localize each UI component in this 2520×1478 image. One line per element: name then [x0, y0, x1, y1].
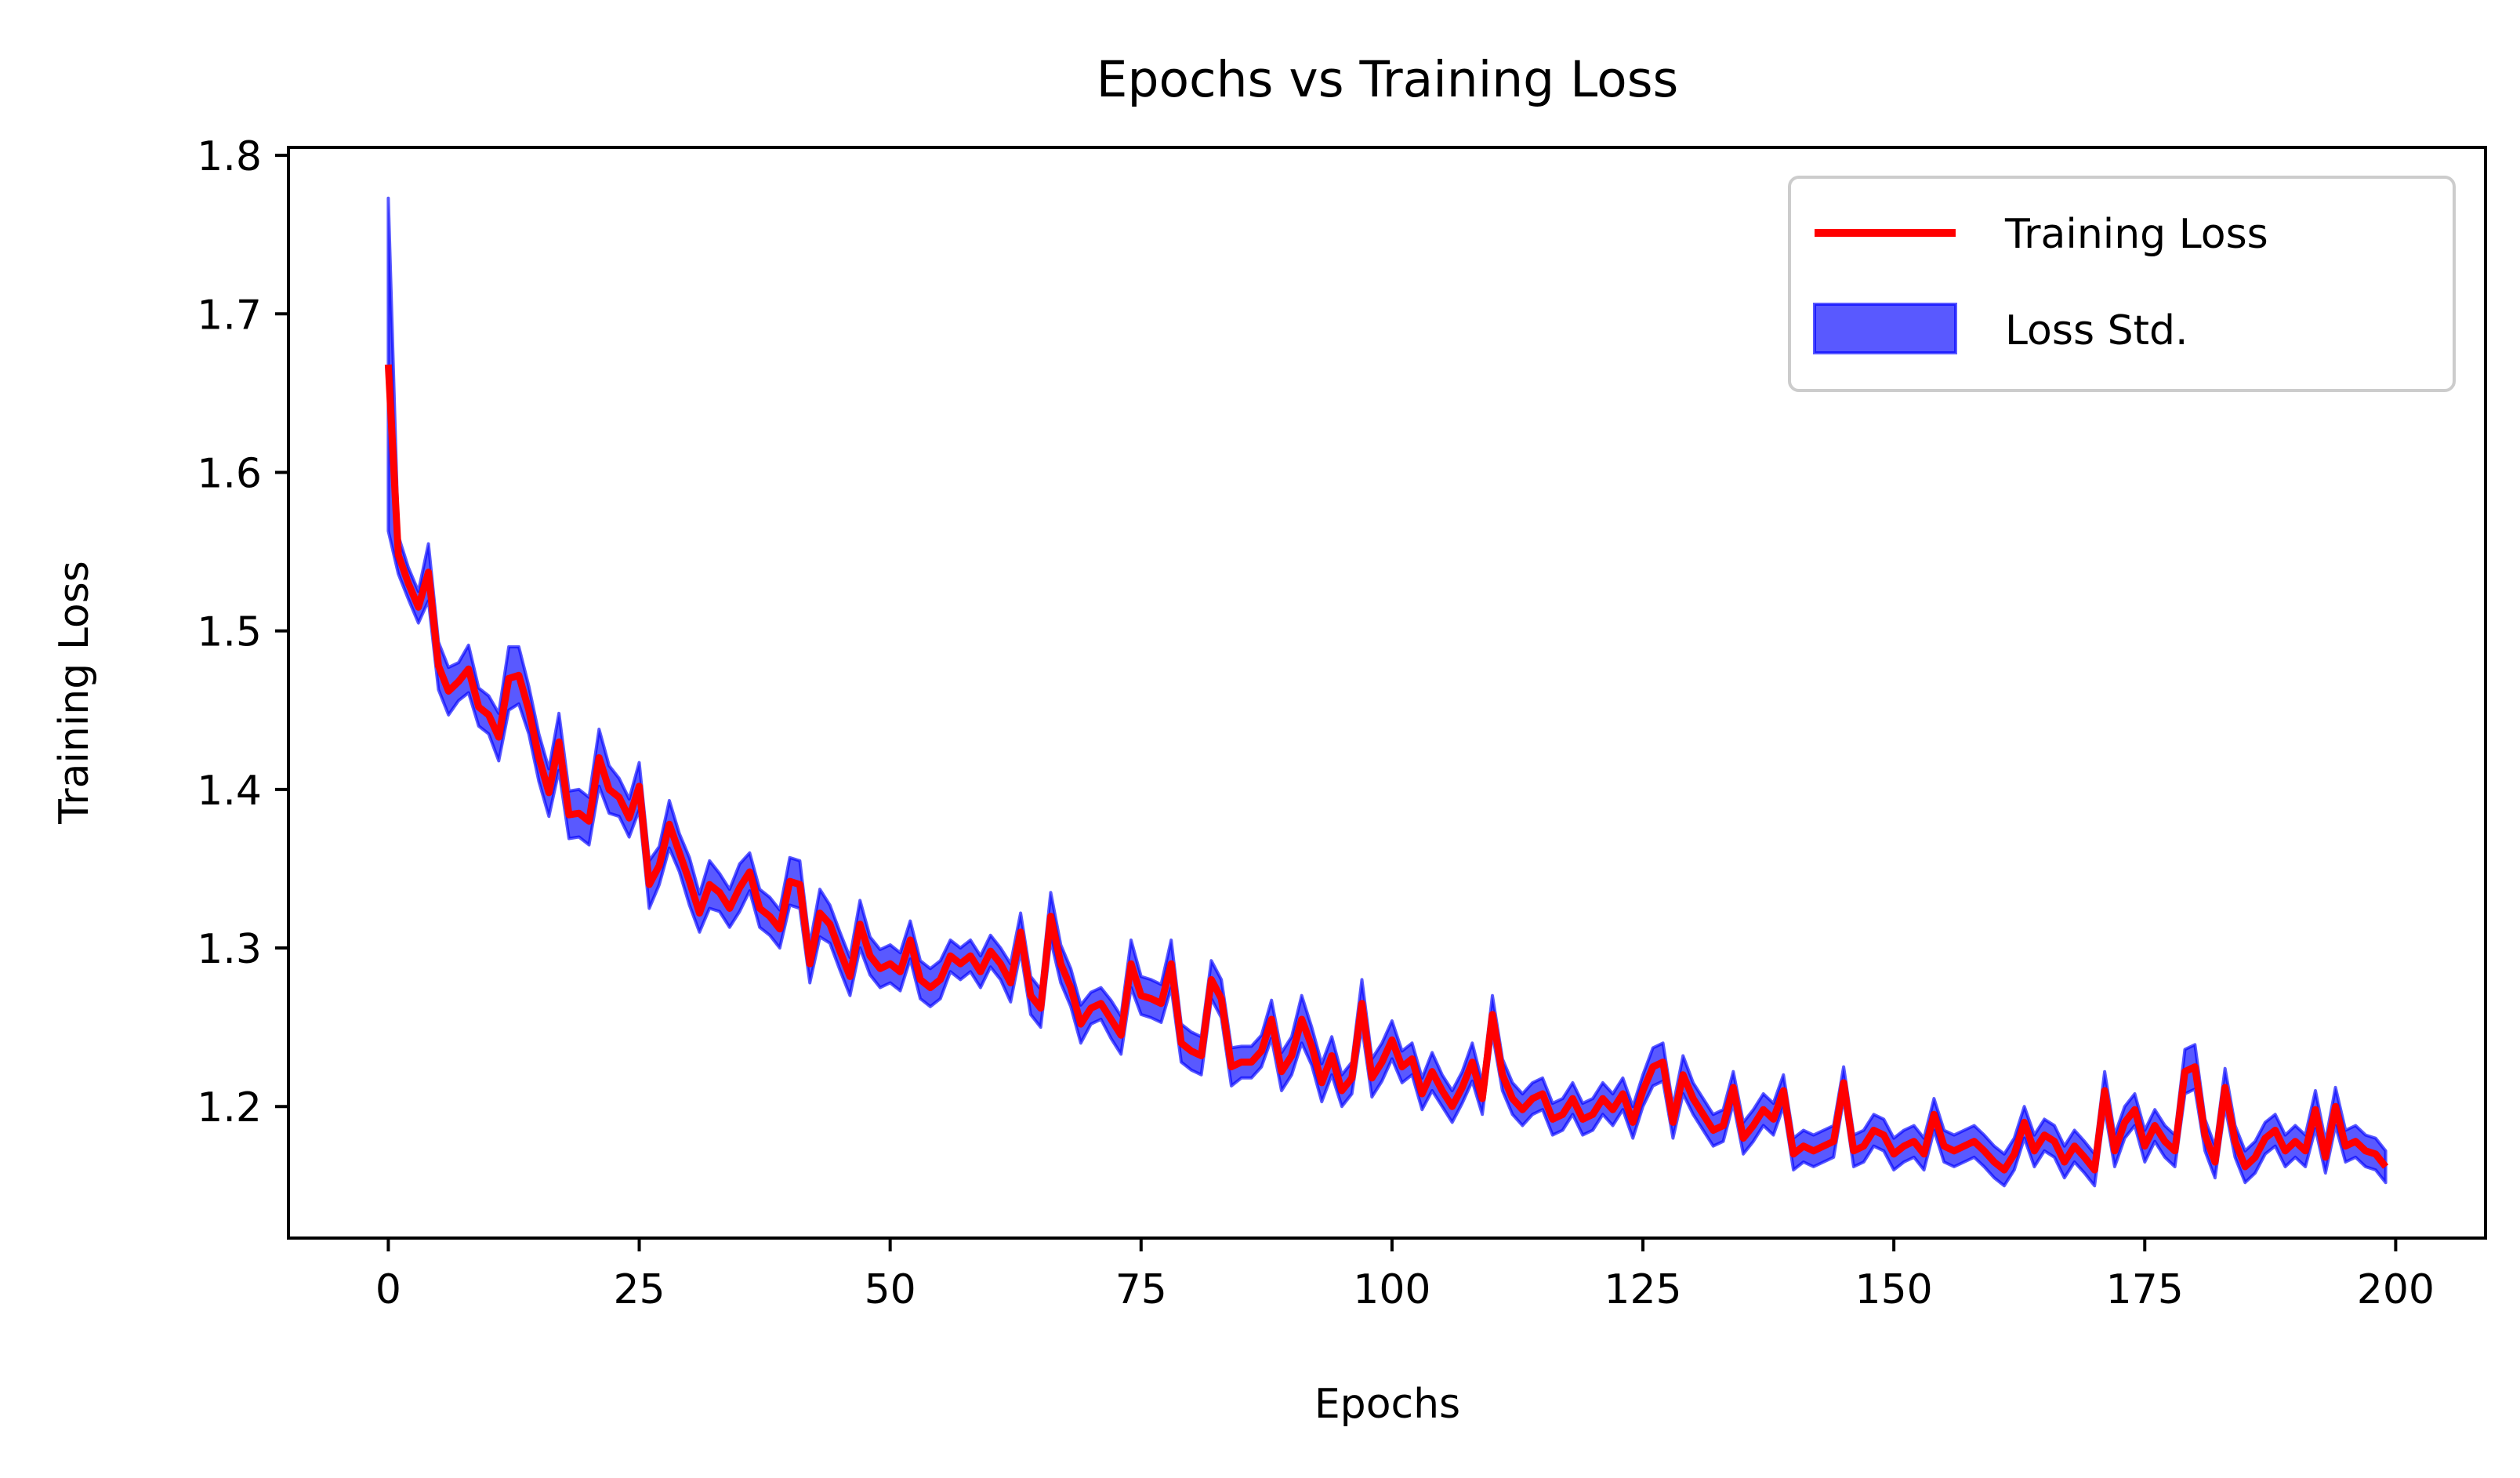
legend: Training Loss Loss Std.	[1788, 176, 2456, 392]
x-tick-label: 75	[1115, 1266, 1167, 1313]
legend-swatch-loss-std	[1813, 303, 1957, 354]
x-tick-label: 200	[2357, 1266, 2435, 1313]
y-tick-label: 1.8	[197, 133, 262, 180]
training-loss-line	[384, 364, 2389, 1174]
y-axis: 1.2 1.3 1.4 1.5 1.6 1.7 1.8	[197, 133, 288, 1131]
y-axis-title: Training Loss	[51, 561, 98, 825]
y-tick-label: 1.6	[197, 450, 262, 497]
x-tick-label: 150	[1855, 1266, 1933, 1313]
x-tick-label: 50	[865, 1266, 916, 1313]
legend-label-loss-std: Loss Std.	[2005, 307, 2188, 354]
chart-title: Epochs vs Training Loss	[1097, 51, 1679, 108]
legend-box	[1788, 176, 2456, 392]
legend-label-training-loss: Training Loss	[2004, 211, 2268, 258]
plot-area	[384, 196, 2389, 1188]
y-tick-label: 1.5	[197, 609, 262, 656]
x-tick-label: 175	[2106, 1266, 2184, 1313]
y-tick-label: 1.7	[197, 292, 262, 339]
axes-frame	[287, 146, 2487, 1240]
x-tick-label: 100	[1353, 1266, 1430, 1313]
x-tick-label: 125	[1604, 1266, 1681, 1313]
y-tick-label: 1.3	[197, 926, 262, 973]
x-axis: 0 25 50 75 100 125 150 175 200	[375, 1238, 2435, 1313]
x-axis-title: Epochs	[1314, 1381, 1460, 1428]
y-tick-label: 1.4	[197, 768, 262, 815]
y-tick-label: 1.2	[197, 1084, 262, 1131]
x-tick-label: 0	[375, 1266, 401, 1313]
x-tick-label: 25	[613, 1266, 665, 1313]
